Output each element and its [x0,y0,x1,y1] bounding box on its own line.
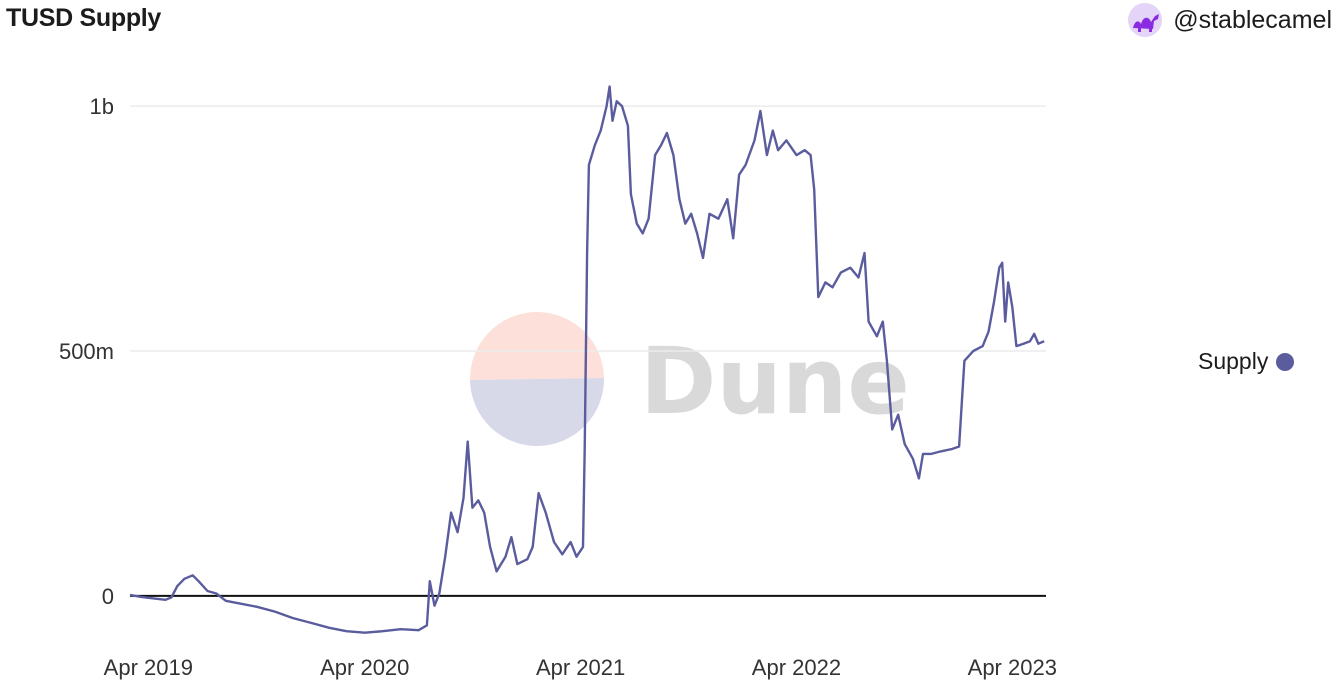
author-handle: @stablecamel [1173,5,1332,34]
y-tick-label: 1b [90,94,114,119]
y-tick-label: 0 [102,584,114,609]
watermark-top-half [469,311,604,380]
x-tick-label: Apr 2019 [104,655,193,680]
series-line-supply [129,85,1045,634]
x-tick-label: Apr 2021 [536,655,625,680]
legend-label-supply: Supply [1198,348,1269,374]
author-badge[interactable]: @stablecamel [1127,2,1332,38]
x-tick-label: Apr 2022 [752,655,841,680]
legend-dot-supply [1276,352,1295,371]
legend[interactable]: Supply [1198,348,1295,375]
dune-watermark: Dune [469,311,910,447]
chart-title: TUSD Supply [6,4,162,32]
x-tick-label: Apr 2020 [320,655,409,680]
watermark-bottom-half [470,378,605,447]
camel-avatar-icon [1128,3,1163,37]
y-tick-label: 500m [59,339,114,364]
x-tick-label: Apr 2023 [968,655,1057,680]
watermark-text: Dune [640,328,910,435]
